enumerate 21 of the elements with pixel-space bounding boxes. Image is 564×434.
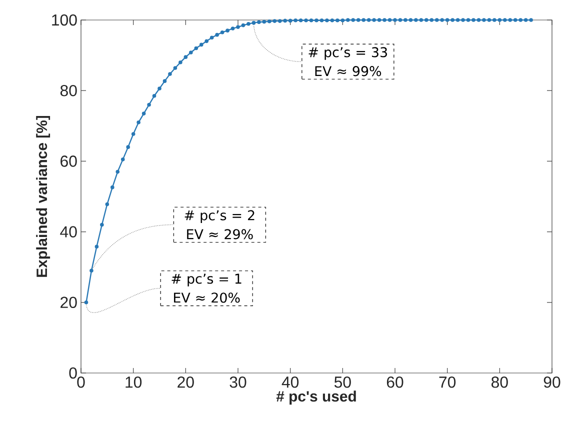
x-tick-label: 10 (126, 376, 142, 388)
y-tick-label: 80 (60, 84, 77, 96)
y-tick-label: 100 (52, 14, 77, 26)
x-tick-label: 80 (491, 376, 508, 388)
annotation: # pc’s = 1 EV ≈ 20% (172, 274, 242, 303)
x-tick-label: 30 (230, 376, 246, 388)
x-tick-label: 20 (178, 376, 194, 388)
annotation: # pc’s = 33 EV ≈ 99% (308, 47, 387, 76)
y-axis-title: Explained variance [%] (36, 116, 50, 277)
y-tick-label: 0 (69, 367, 77, 379)
x-tick-label: 70 (439, 376, 456, 388)
x-axis-title: # pc's used (276, 390, 356, 405)
y-tick-label: 20 (60, 296, 77, 308)
annotation: # pc’s = 2 EV ≈ 29% (184, 210, 254, 240)
x-tick-label: 90 (544, 376, 560, 388)
y-tick-label: 40 (60, 226, 77, 238)
x-tick-label: 50 (334, 376, 351, 388)
x-tick-label: 0 (77, 376, 85, 388)
y-tick-label: 60 (60, 156, 77, 167)
x-tick-label: 60 (386, 376, 404, 388)
x-tick-label: 40 (282, 376, 299, 388)
